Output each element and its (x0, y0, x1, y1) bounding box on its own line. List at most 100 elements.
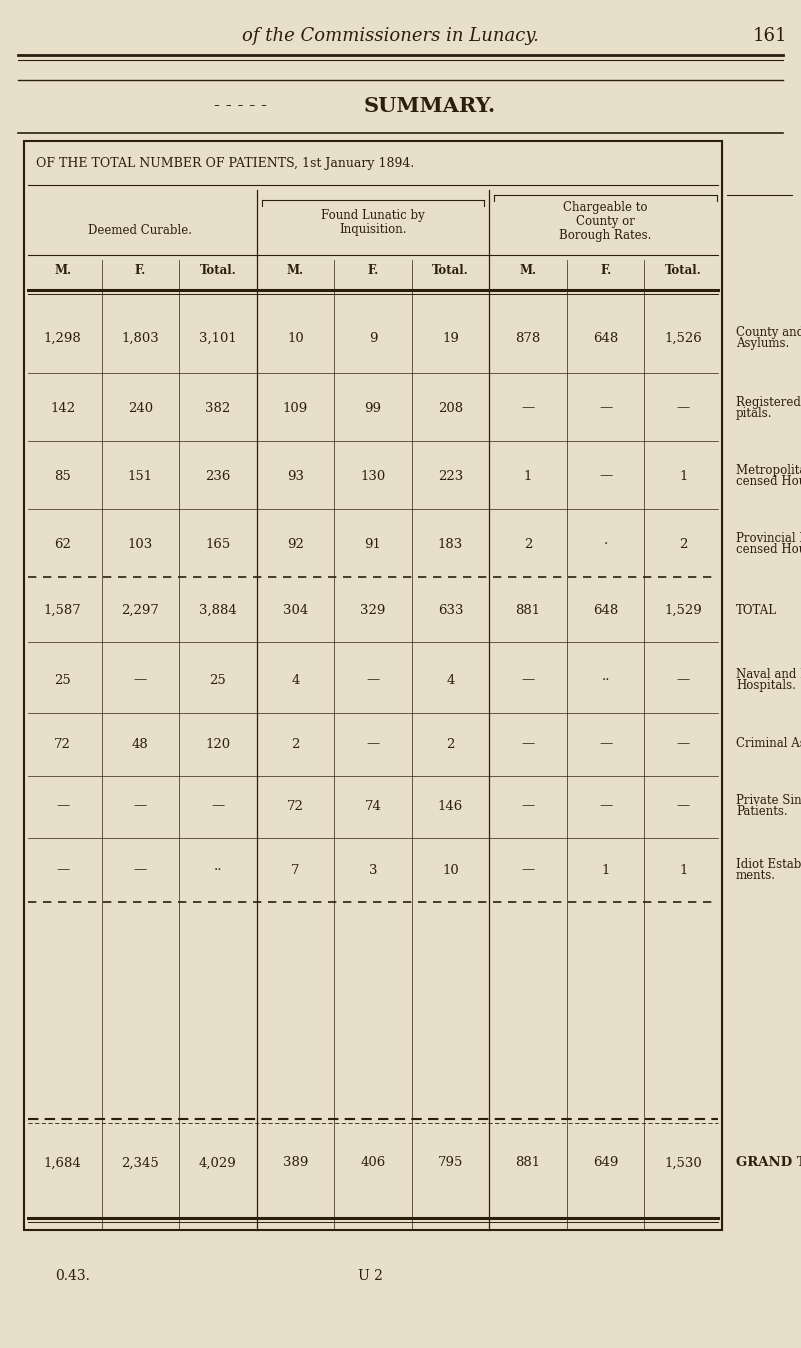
Text: U 2: U 2 (357, 1268, 382, 1283)
Text: 329: 329 (360, 604, 386, 616)
Text: —: — (677, 674, 690, 686)
Text: 74: 74 (364, 799, 381, 813)
Text: censed Houses.: censed Houses. (736, 543, 801, 555)
Text: 1,298: 1,298 (44, 332, 82, 345)
Text: County or: County or (576, 216, 635, 229)
Text: 1,684: 1,684 (44, 1157, 82, 1170)
Text: Found Lunatic by: Found Lunatic by (321, 209, 425, 221)
Text: 648: 648 (593, 604, 618, 616)
Text: 103: 103 (127, 538, 153, 550)
Text: —: — (599, 402, 612, 414)
Text: —: — (521, 674, 535, 686)
Text: 389: 389 (283, 1157, 308, 1170)
Text: 93: 93 (287, 469, 304, 483)
Text: M.: M. (520, 263, 537, 276)
Text: SUMMARY.: SUMMARY. (364, 96, 496, 116)
Text: 1: 1 (679, 864, 687, 876)
Text: 795: 795 (438, 1157, 463, 1170)
Text: 1,587: 1,587 (44, 604, 82, 616)
Text: 4: 4 (292, 674, 300, 686)
Text: 1: 1 (679, 469, 687, 483)
Text: —: — (134, 864, 147, 876)
Text: 9: 9 (368, 332, 377, 345)
Text: 146: 146 (438, 799, 463, 813)
Text: 1,803: 1,803 (122, 332, 159, 345)
Text: 19: 19 (442, 332, 459, 345)
Text: 1,526: 1,526 (664, 332, 702, 345)
Text: 62: 62 (54, 538, 71, 550)
Text: 649: 649 (593, 1157, 618, 1170)
Text: 120: 120 (205, 737, 231, 751)
Text: —: — (599, 799, 612, 813)
Text: censed Houses.: censed Houses. (736, 474, 801, 488)
Text: —: — (134, 674, 147, 686)
Text: 10: 10 (287, 332, 304, 345)
Text: 2,345: 2,345 (122, 1157, 159, 1170)
Text: —: — (366, 674, 380, 686)
Text: 382: 382 (205, 402, 231, 414)
Text: Provincial Li-: Provincial Li- (736, 532, 801, 545)
Text: 165: 165 (205, 538, 231, 550)
Text: —: — (521, 799, 535, 813)
Text: 3,884: 3,884 (199, 604, 237, 616)
Text: Criminal Asylum.: Criminal Asylum. (736, 737, 801, 751)
Text: 406: 406 (360, 1157, 385, 1170)
Text: —: — (599, 469, 612, 483)
Text: F.: F. (135, 263, 146, 276)
Text: Asylums.: Asylums. (736, 337, 789, 350)
Text: 92: 92 (287, 538, 304, 550)
Text: 2: 2 (679, 538, 687, 550)
Text: County and Borough: County and Borough (736, 326, 801, 338)
Text: 151: 151 (128, 469, 153, 483)
Text: 4,029: 4,029 (199, 1157, 237, 1170)
Text: 304: 304 (283, 604, 308, 616)
Text: Idiot Establish-: Idiot Establish- (736, 857, 801, 871)
Text: - - - - -: - - - - - (214, 97, 267, 115)
Text: 3: 3 (368, 864, 377, 876)
Text: 4: 4 (446, 674, 455, 686)
Text: M.: M. (287, 263, 304, 276)
Text: 109: 109 (283, 402, 308, 414)
Text: 1,529: 1,529 (664, 604, 702, 616)
Text: 208: 208 (438, 402, 463, 414)
Text: 91: 91 (364, 538, 381, 550)
Text: ··: ·· (214, 864, 222, 876)
Text: ··: ·· (602, 674, 610, 686)
Text: F.: F. (368, 263, 379, 276)
Text: OF THE TOTAL NUMBER OF PATIENTS, 1st January 1894.: OF THE TOTAL NUMBER OF PATIENTS, 1st Jan… (36, 156, 414, 170)
Text: 3,101: 3,101 (199, 332, 237, 345)
Text: —: — (134, 799, 147, 813)
Text: ·: · (603, 538, 608, 550)
Text: 240: 240 (128, 402, 153, 414)
Text: 881: 881 (516, 1157, 541, 1170)
Text: 130: 130 (360, 469, 385, 483)
Text: 1: 1 (602, 864, 610, 876)
Text: 99: 99 (364, 402, 381, 414)
Text: 7: 7 (292, 864, 300, 876)
Text: —: — (56, 799, 70, 813)
Text: —: — (677, 799, 690, 813)
Text: —: — (366, 737, 380, 751)
Text: —: — (521, 737, 535, 751)
Text: Metropolitan Li-: Metropolitan Li- (736, 464, 801, 477)
Text: Private Single: Private Single (736, 794, 801, 807)
Text: 223: 223 (438, 469, 463, 483)
Text: Total.: Total. (433, 263, 469, 276)
Text: 10: 10 (442, 864, 459, 876)
Text: 25: 25 (54, 674, 71, 686)
Text: —: — (599, 737, 612, 751)
Text: 1: 1 (524, 469, 533, 483)
Text: Hospitals.: Hospitals. (736, 679, 796, 692)
Text: pitals.: pitals. (736, 407, 772, 421)
Text: 85: 85 (54, 469, 71, 483)
Text: Total.: Total. (199, 263, 236, 276)
Text: 633: 633 (438, 604, 463, 616)
Text: GRAND TOTAL.: GRAND TOTAL. (736, 1157, 801, 1170)
Text: 2: 2 (524, 538, 533, 550)
Text: Total.: Total. (665, 263, 702, 276)
Text: M.: M. (54, 263, 71, 276)
Text: Patients.: Patients. (736, 805, 787, 818)
Text: ments.: ments. (736, 869, 776, 882)
Text: 25: 25 (210, 674, 226, 686)
Text: —: — (521, 864, 535, 876)
